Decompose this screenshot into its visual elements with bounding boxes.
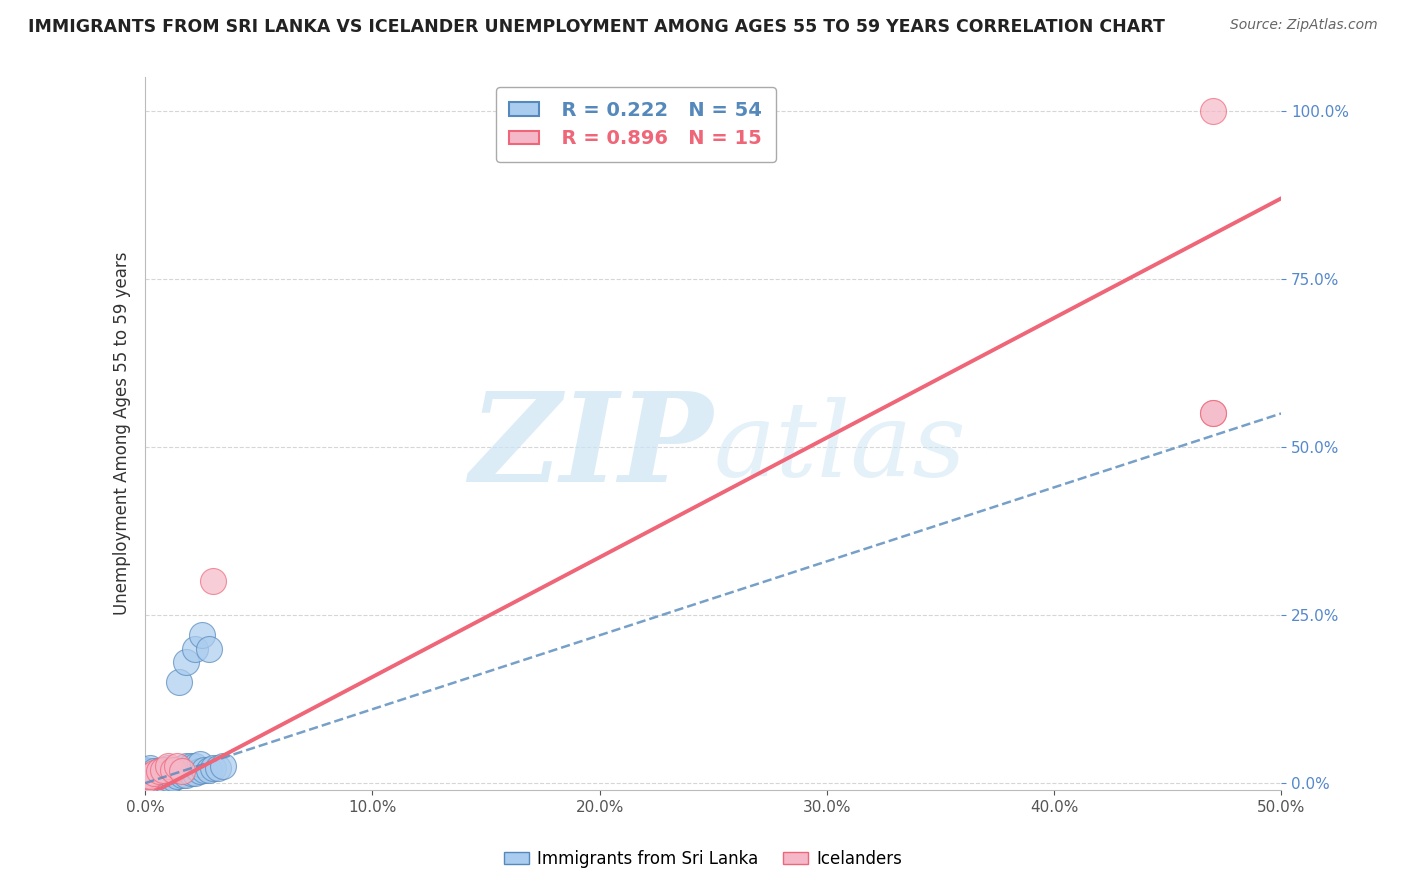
Point xyxy=(174,759,197,773)
Point xyxy=(184,759,207,773)
Point xyxy=(148,772,170,787)
Point xyxy=(134,776,156,790)
Point xyxy=(170,768,193,782)
Point xyxy=(184,641,207,656)
Legend:   R = 0.222   N = 54,   R = 0.896   N = 15: R = 0.222 N = 54, R = 0.896 N = 15 xyxy=(496,87,776,162)
Point xyxy=(134,763,156,777)
Point xyxy=(157,759,180,773)
Point xyxy=(1202,407,1225,421)
Point xyxy=(139,764,162,778)
Point xyxy=(157,766,180,780)
Point xyxy=(166,763,188,777)
Point xyxy=(139,761,162,775)
Point xyxy=(143,776,166,790)
Point xyxy=(202,761,225,775)
Point xyxy=(143,764,166,778)
Point xyxy=(134,766,156,780)
Point xyxy=(148,764,170,778)
Text: atlas: atlas xyxy=(713,397,966,499)
Point xyxy=(180,759,202,773)
Point xyxy=(134,776,156,790)
Text: ZIP: ZIP xyxy=(470,387,713,508)
Point xyxy=(152,763,174,777)
Point xyxy=(148,769,170,783)
Legend: Immigrants from Sri Lanka, Icelanders: Immigrants from Sri Lanka, Icelanders xyxy=(496,844,910,875)
Point xyxy=(207,761,229,775)
Point xyxy=(174,655,197,669)
Y-axis label: Unemployment Among Ages 55 to 59 years: Unemployment Among Ages 55 to 59 years xyxy=(114,252,131,615)
Point xyxy=(139,776,162,790)
Text: Source: ZipAtlas.com: Source: ZipAtlas.com xyxy=(1230,18,1378,32)
Point xyxy=(152,772,174,787)
Point xyxy=(134,772,156,787)
Point xyxy=(157,776,180,790)
Point xyxy=(202,574,225,589)
Point xyxy=(180,766,202,780)
Point xyxy=(157,761,180,775)
Point xyxy=(143,766,166,780)
Text: IMMIGRANTS FROM SRI LANKA VS ICELANDER UNEMPLOYMENT AMONG AGES 55 TO 59 YEARS CO: IMMIGRANTS FROM SRI LANKA VS ICELANDER U… xyxy=(28,18,1166,36)
Point xyxy=(162,764,184,778)
Point xyxy=(191,628,214,642)
Point xyxy=(1202,407,1225,421)
Point xyxy=(134,769,156,783)
Point xyxy=(1202,103,1225,118)
Point xyxy=(188,764,211,778)
Point xyxy=(166,769,188,783)
Point xyxy=(134,771,156,785)
Point xyxy=(134,764,156,778)
Point xyxy=(157,771,180,785)
Point xyxy=(139,772,162,787)
Point xyxy=(139,769,162,783)
Point xyxy=(166,759,188,773)
Point xyxy=(134,776,156,790)
Point xyxy=(162,763,184,777)
Point xyxy=(170,764,193,778)
Point xyxy=(174,768,197,782)
Point xyxy=(139,771,162,785)
Point xyxy=(134,768,156,782)
Point xyxy=(162,771,184,785)
Point xyxy=(143,769,166,783)
Point xyxy=(139,768,162,782)
Point xyxy=(198,763,221,777)
Point xyxy=(134,769,156,783)
Point xyxy=(134,772,156,787)
Point xyxy=(188,757,211,772)
Point xyxy=(134,776,156,790)
Point xyxy=(152,768,174,782)
Point xyxy=(169,675,191,690)
Point xyxy=(152,763,174,777)
Point xyxy=(143,772,166,787)
Point xyxy=(148,764,170,778)
Point xyxy=(198,641,221,656)
Point xyxy=(170,761,193,775)
Point xyxy=(211,759,233,773)
Point xyxy=(184,766,207,780)
Point xyxy=(193,763,215,777)
